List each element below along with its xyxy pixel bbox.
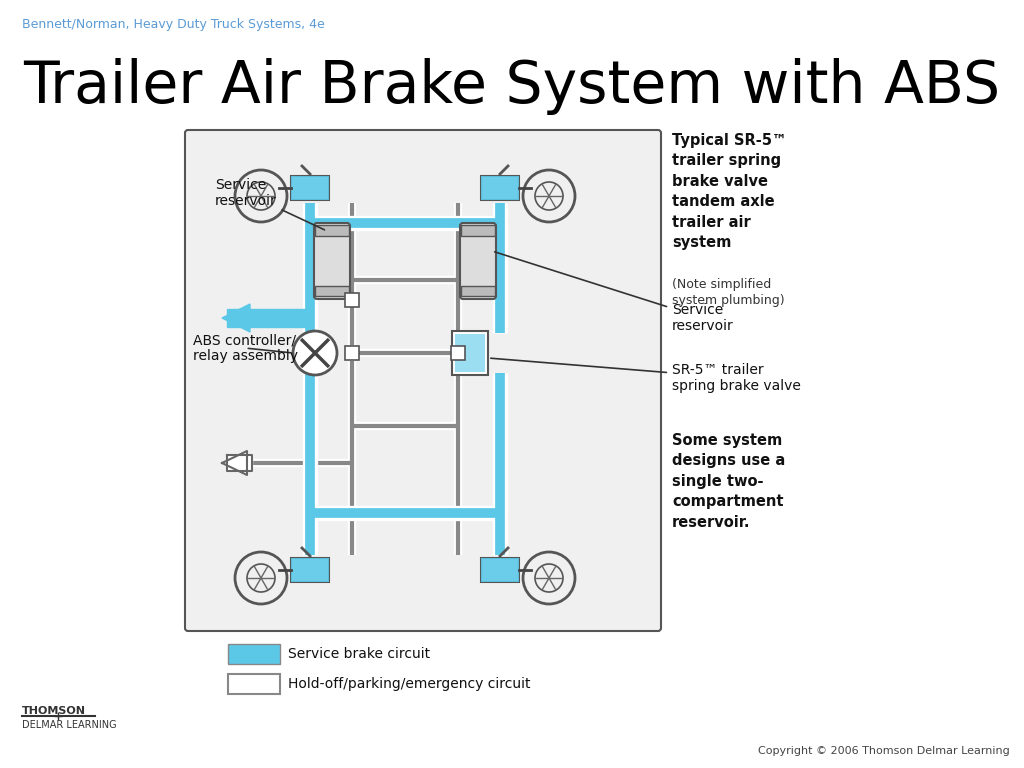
Bar <box>291 176 329 200</box>
FancyBboxPatch shape <box>460 223 496 299</box>
Bar <box>461 225 495 236</box>
Bar <box>291 558 329 582</box>
Text: Service brake circuit: Service brake circuit <box>288 647 430 661</box>
Text: Service
reservoir: Service reservoir <box>495 252 734 333</box>
Bar <box>345 346 359 360</box>
FancyBboxPatch shape <box>185 130 662 631</box>
Bar <box>291 558 329 582</box>
Bar <box>481 176 519 200</box>
Bar <box>481 176 519 200</box>
Text: Service
reservoir: Service reservoir <box>215 178 325 230</box>
Bar <box>481 558 519 582</box>
Text: Hold-off/parking/emergency circuit: Hold-off/parking/emergency circuit <box>288 677 530 691</box>
Bar <box>451 346 465 360</box>
Text: Some system
designs use a
single two-
compartment
reservoir.: Some system designs use a single two- co… <box>672 433 785 530</box>
Text: THOMSON: THOMSON <box>22 706 86 716</box>
Bar <box>461 286 495 296</box>
Bar <box>455 334 485 372</box>
Bar <box>345 293 359 307</box>
Text: ABS controller/
relay assembly: ABS controller/ relay assembly <box>193 333 298 363</box>
Bar <box>481 558 519 582</box>
Text: Bennett/Norman, Heavy Duty Truck Systems, 4e: Bennett/Norman, Heavy Duty Truck Systems… <box>22 18 325 31</box>
Text: Copyright © 2006 Thomson Delmar Learning: Copyright © 2006 Thomson Delmar Learning <box>758 746 1010 756</box>
Bar <box>315 286 349 296</box>
Text: SR-5™ trailer
spring brake valve: SR-5™ trailer spring brake valve <box>490 358 801 393</box>
Text: Typical SR-5™
trailer spring
brake valve
tandem axle
trailer air
system: Typical SR-5™ trailer spring brake valve… <box>672 133 786 250</box>
Bar <box>315 225 349 236</box>
Text: Trailer Air Brake System with ABS: Trailer Air Brake System with ABS <box>24 58 1000 115</box>
Text: (Note simplified
system plumbing): (Note simplified system plumbing) <box>672 278 784 307</box>
Bar <box>228 644 280 664</box>
FancyBboxPatch shape <box>314 223 350 299</box>
Bar <box>228 674 280 694</box>
Polygon shape <box>227 309 305 327</box>
Bar <box>291 176 329 200</box>
Polygon shape <box>222 304 250 332</box>
Polygon shape <box>227 455 252 471</box>
Polygon shape <box>222 451 247 475</box>
Circle shape <box>293 331 337 375</box>
Bar <box>452 331 488 375</box>
Text: DELMAR LEARNING: DELMAR LEARNING <box>22 720 117 730</box>
